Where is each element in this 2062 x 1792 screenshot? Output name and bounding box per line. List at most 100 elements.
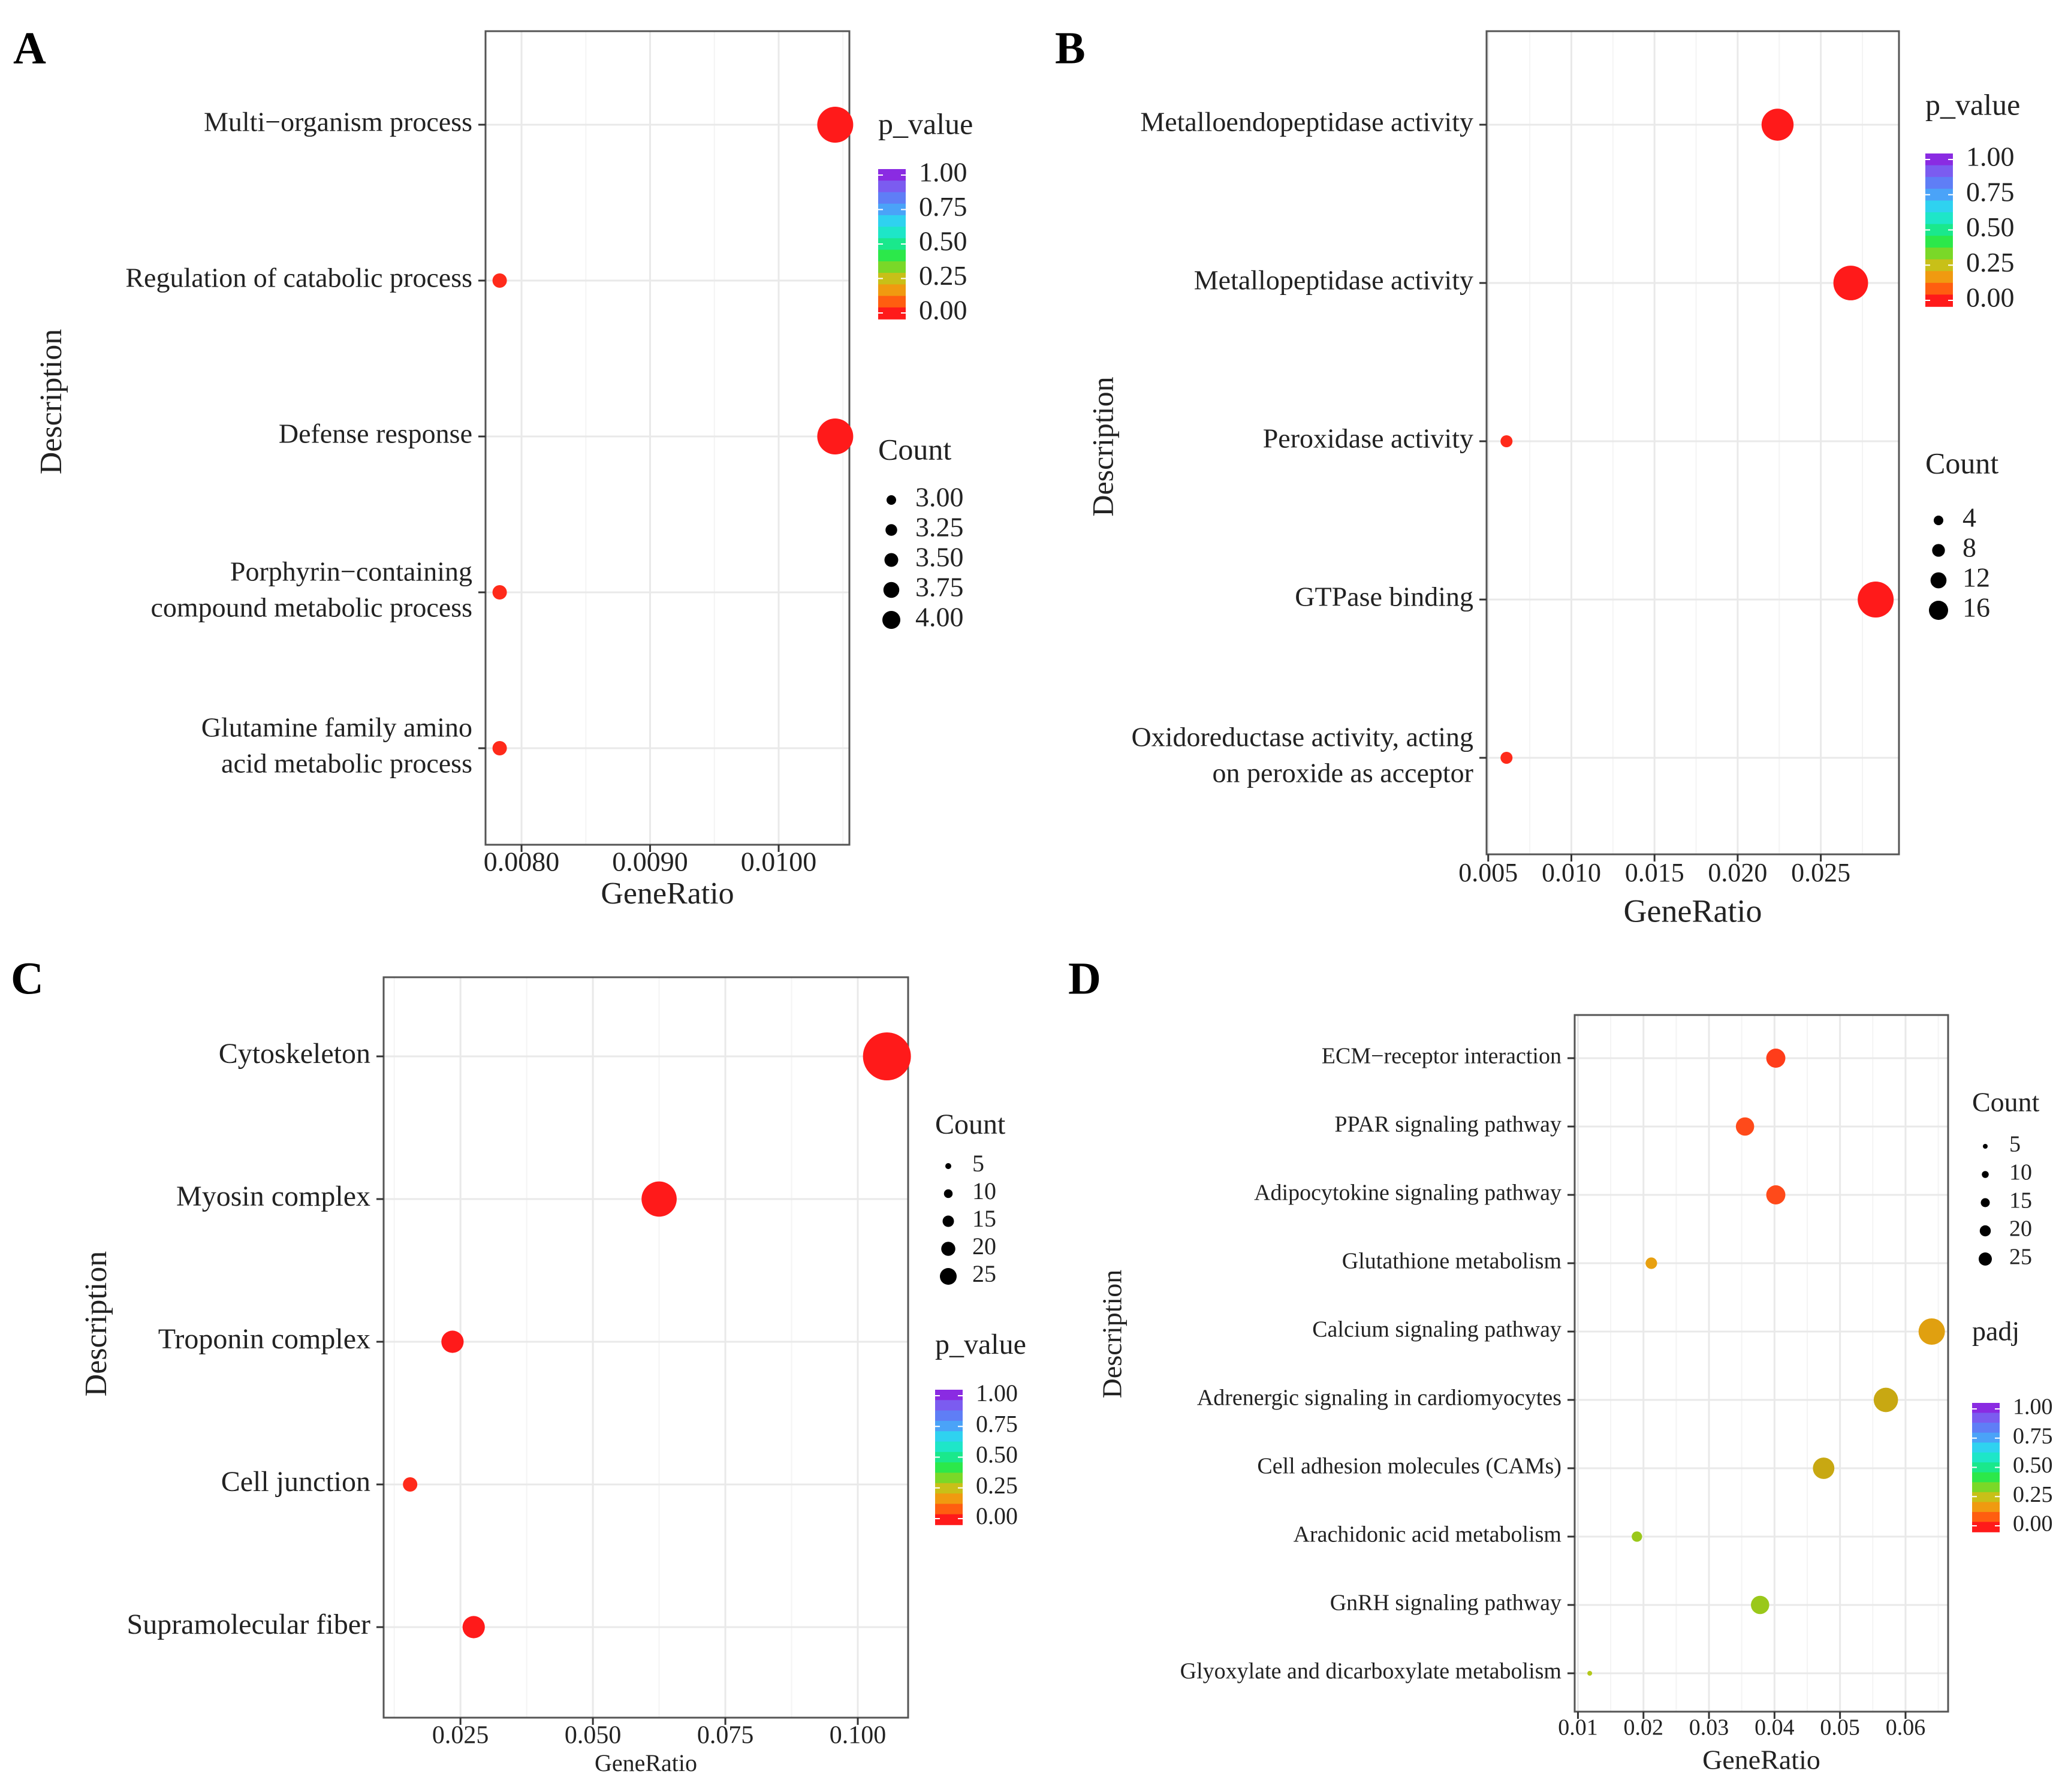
size-legend-label: 25 xyxy=(972,1260,996,1287)
size-legend-label: 5 xyxy=(972,1150,984,1177)
x-tick-label: 0.010 xyxy=(1542,858,1601,887)
data-point xyxy=(462,1616,485,1639)
colorbar-label: 0.00 xyxy=(919,295,967,326)
x-tick-label: 0.025 xyxy=(432,1722,489,1749)
plot-background xyxy=(384,977,908,1718)
category-label: Cell adhesion molecules (CAMs) xyxy=(1257,1454,1561,1479)
colorbar-segment xyxy=(935,1514,963,1525)
colorbar-segment xyxy=(935,1493,963,1505)
size-legend-dot xyxy=(887,495,896,505)
category-label: Glutathione metabolism xyxy=(1342,1249,1561,1274)
category-label: GnRH signaling pathway xyxy=(1330,1591,1561,1616)
data-point xyxy=(1766,1185,1786,1204)
colorbar-segment xyxy=(1925,247,1953,260)
colorbar-segment xyxy=(878,215,906,227)
x-tick-label: 0.005 xyxy=(1458,858,1518,887)
category-label: Cytoskeleton xyxy=(219,1038,370,1070)
size-legend-dot xyxy=(940,1268,957,1285)
colorbar-segment xyxy=(1972,1472,2000,1483)
gridlines xyxy=(1487,31,1899,854)
colorbar-label: 0.25 xyxy=(1966,247,2015,278)
category-label: Supramolecular fiber xyxy=(127,1609,371,1640)
colorbar-segment xyxy=(878,238,906,251)
colorbar-segment xyxy=(1972,1502,2000,1513)
colorbar-segment xyxy=(878,307,906,320)
colorbar-segment xyxy=(878,169,906,182)
colorbar-segment xyxy=(935,1451,963,1463)
colorbar-segment xyxy=(1925,165,1953,178)
data-point xyxy=(863,1032,911,1080)
colorbar-label: 0.25 xyxy=(976,1472,1018,1499)
x-tick-label: 0.0090 xyxy=(612,847,688,877)
colorbar-segment xyxy=(1925,294,1953,307)
category-label: Adipocytokine signaling pathway xyxy=(1254,1180,1561,1206)
data-point xyxy=(1766,1049,1786,1068)
category-label: Porphyrin−containing xyxy=(230,556,472,587)
data-point xyxy=(1858,582,1894,618)
colorbar-segment xyxy=(878,296,906,308)
category-label: Oxidoreductase activity, acting xyxy=(1131,722,1473,752)
size-legend-dot xyxy=(1980,1198,1990,1207)
size-legend-label: 4 xyxy=(1962,502,1976,533)
size-legend-label: 12 xyxy=(1962,562,1990,593)
colorbar-label: 1.00 xyxy=(1966,141,2015,172)
colorbar-label: 0.75 xyxy=(919,191,967,222)
x-tick-label: 0.05 xyxy=(1820,1715,1860,1740)
category-label: acid metabolic process xyxy=(221,748,472,778)
size-legend-dot xyxy=(1932,544,1945,557)
size-legend-label: 16 xyxy=(1962,592,1990,623)
x-tick-label: 0.025 xyxy=(1791,858,1850,887)
size-legend-label: 15 xyxy=(2009,1188,2032,1213)
x-tick-label: 0.015 xyxy=(1625,858,1684,887)
panel-letter-b: B xyxy=(1055,23,1086,73)
color-legend: padj 1.00 0.75 0.50 0.25 0.00 xyxy=(1972,1316,2053,1537)
colorbar-segment xyxy=(935,1420,963,1432)
data-point xyxy=(641,1181,677,1217)
colorbar-segment xyxy=(878,249,906,262)
size-legend-label: 20 xyxy=(972,1233,996,1260)
colorbar-segment xyxy=(1925,153,1953,166)
colorbar-segment xyxy=(935,1400,963,1411)
x-tick-label: 0.050 xyxy=(565,1722,622,1749)
data-point xyxy=(1500,752,1513,764)
colorbar-segment xyxy=(1925,271,1953,284)
colorbar-segment xyxy=(1972,1482,2000,1493)
y-axis-label: Description xyxy=(79,1251,113,1397)
category-label: Defense response xyxy=(279,418,472,449)
colorbar-label: 0.75 xyxy=(2013,1423,2053,1448)
category-label: Glutamine family amino xyxy=(201,712,472,743)
colorbar-label: 0.25 xyxy=(919,260,967,291)
colorbar-segment xyxy=(935,1504,963,1515)
size-legend: Count 3.003.253.503.754.00 xyxy=(878,432,964,632)
category-label: on peroxide as acceptor xyxy=(1212,757,1473,788)
data-point xyxy=(492,273,507,288)
panel-letter-a: A xyxy=(13,23,46,73)
category-label: Metallopeptidase activity xyxy=(1194,265,1473,296)
category-label: Troponin complex xyxy=(158,1323,370,1355)
colorbar-label: 0.75 xyxy=(1966,176,2015,207)
size-legend-label: 3.00 xyxy=(915,482,964,513)
colorbar-segment xyxy=(1925,177,1953,189)
category-label: Glyoxylate and dicarboxylate metabolism xyxy=(1180,1659,1561,1684)
x-tick-label: 0.04 xyxy=(1754,1715,1795,1740)
data-point xyxy=(492,741,507,755)
colorbar-segment xyxy=(1972,1522,2000,1532)
colorbar-segment xyxy=(935,1462,963,1474)
data-point xyxy=(1632,1531,1642,1542)
colorbar-label: 0.50 xyxy=(919,226,967,257)
colorbar-segment xyxy=(1925,224,1953,237)
x-tick-label: 0.0080 xyxy=(484,847,560,877)
data-point xyxy=(1645,1257,1657,1269)
x-tick-label: 0.100 xyxy=(830,1722,887,1749)
size-legend-label: 5 xyxy=(2009,1132,2021,1157)
colorbar-label: 0.75 xyxy=(976,1410,1018,1437)
y-axis-label: Description xyxy=(34,329,68,475)
colorbar-segment xyxy=(878,284,906,297)
data-point xyxy=(492,585,507,600)
